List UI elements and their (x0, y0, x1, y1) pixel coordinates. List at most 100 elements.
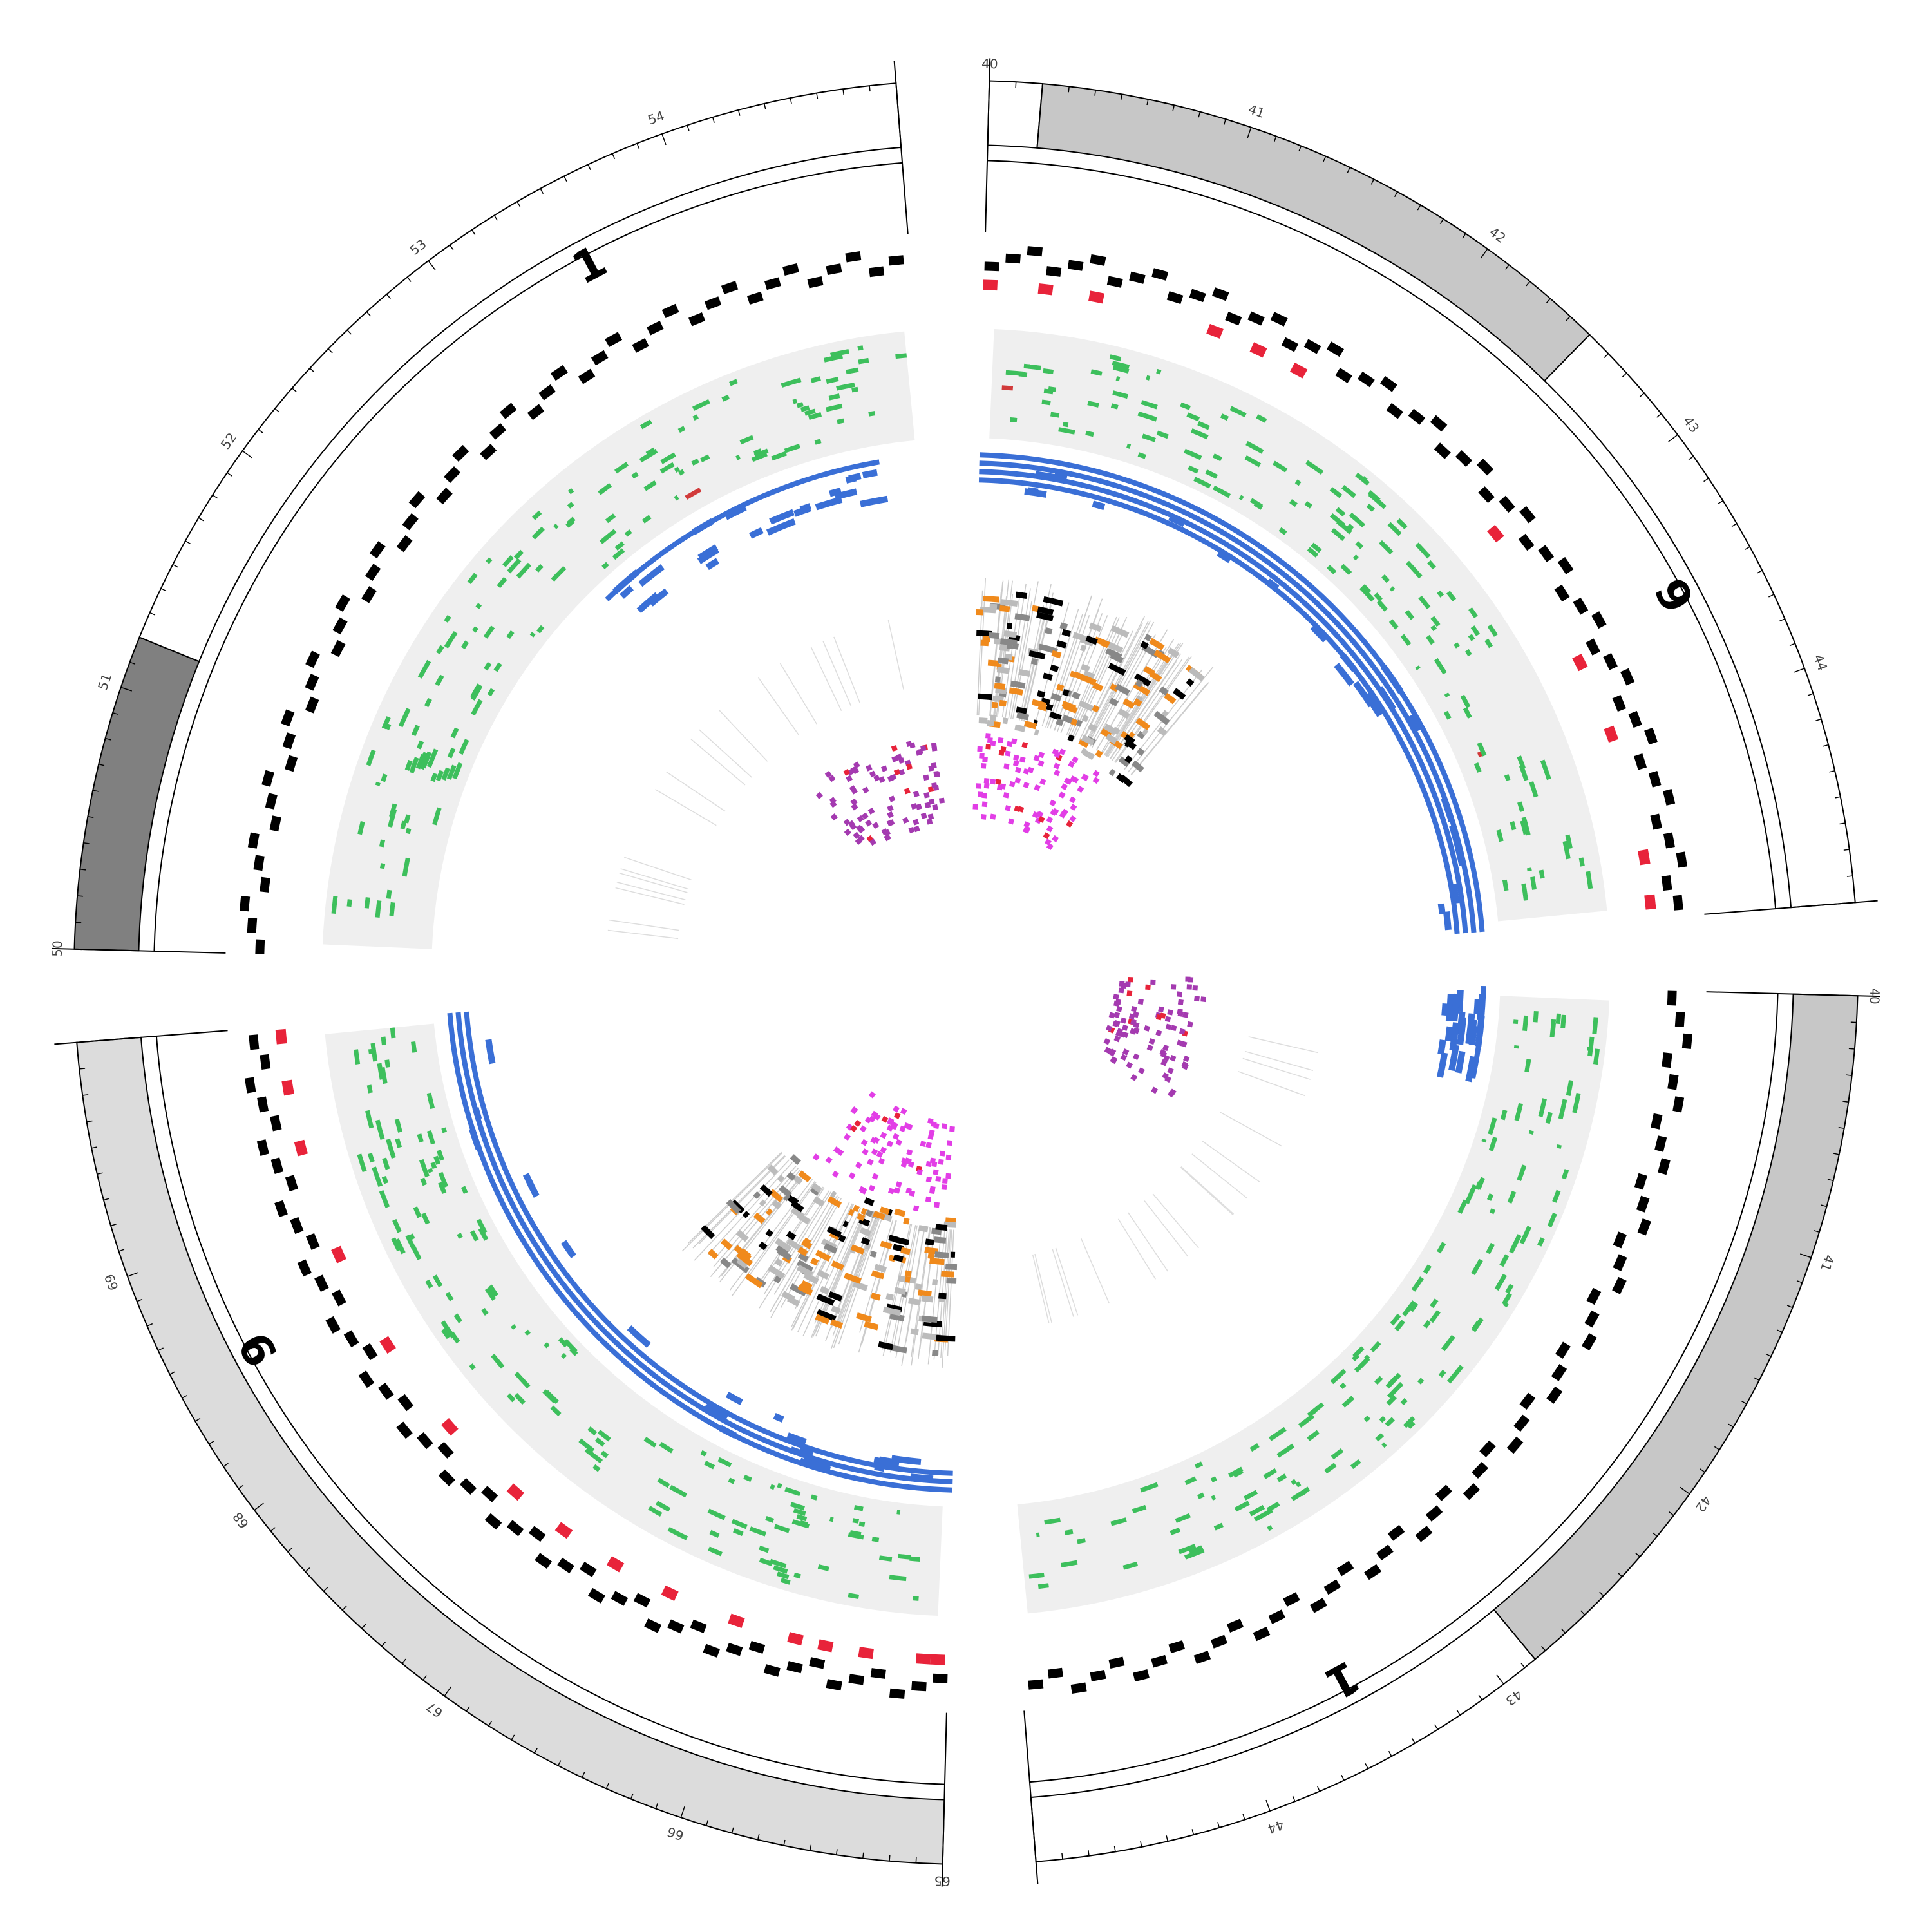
scale-tick (1146, 99, 1149, 106)
scatter-point (927, 813, 934, 820)
scatter-point (825, 1156, 833, 1164)
green-feature (1058, 427, 1075, 435)
scatter-point (887, 1188, 895, 1195)
heatmap-cell (767, 1164, 779, 1175)
density-block (247, 832, 260, 849)
green-feature (1437, 590, 1444, 598)
green-feature (420, 1177, 428, 1186)
green-feature (444, 630, 458, 649)
hotspot-marker (1088, 290, 1105, 304)
scatter-point (1037, 760, 1045, 767)
heatmap-cell (826, 1226, 842, 1238)
blue-feature (1465, 1013, 1475, 1045)
density-block (644, 1618, 662, 1633)
scatter-point (871, 1148, 878, 1156)
green-feature (1349, 512, 1366, 528)
scatter-point (898, 757, 905, 764)
heatmap-cell (1149, 638, 1165, 650)
heatmap-cell (850, 1244, 865, 1255)
scale-tick (1434, 1724, 1439, 1730)
heatmap-cell (719, 1257, 732, 1269)
scatter-point (1118, 987, 1124, 994)
green-feature (889, 1575, 907, 1582)
blue-feature (1450, 883, 1460, 904)
scatter-point (1167, 1067, 1174, 1074)
green-feature (1496, 829, 1504, 842)
scale-tick (1223, 118, 1227, 125)
green-feature (470, 683, 482, 699)
green-feature (1572, 1092, 1581, 1113)
scatter-point (1063, 777, 1071, 785)
heatmap-cell (798, 1170, 811, 1183)
green-feature (790, 1502, 806, 1511)
green-feature (1184, 1476, 1197, 1485)
green-feature (1547, 1213, 1557, 1227)
link-line (1046, 595, 1092, 728)
scale-tick (1439, 218, 1444, 225)
scatter-point (925, 1176, 932, 1183)
density-block (499, 402, 517, 419)
heatmap-cell (1124, 734, 1135, 745)
density-block (1538, 545, 1555, 562)
scatter-point (1132, 1011, 1139, 1018)
green-feature (1245, 440, 1264, 454)
scatter-point (1054, 751, 1061, 759)
blue-feature (1377, 686, 1396, 711)
green-feature (1110, 1517, 1127, 1526)
scatter-point (829, 797, 837, 804)
density-block (1555, 1341, 1571, 1359)
link-line (832, 1214, 878, 1336)
heatmap-cell (1037, 606, 1054, 616)
heatmap-cell (871, 1270, 885, 1280)
green-feature (460, 640, 469, 650)
scale-tick (1728, 1423, 1734, 1428)
green-feature (1085, 430, 1094, 437)
green-feature (1249, 1443, 1260, 1452)
density-block (632, 337, 649, 353)
density-block (690, 1619, 707, 1634)
green-feature (1471, 1258, 1483, 1276)
green-feature (1295, 1481, 1302, 1488)
density-block (1672, 895, 1683, 911)
density-block (1046, 266, 1062, 277)
scatter-point (1159, 1012, 1166, 1019)
scale-tick (757, 1833, 760, 1840)
green-feature (1501, 1292, 1512, 1306)
density-block (1168, 1640, 1186, 1654)
scale-tick (1617, 1572, 1623, 1577)
green-feature (370, 1043, 378, 1062)
heatmap-cell (918, 1225, 929, 1233)
scatter-point (1070, 804, 1077, 811)
green-feature (1405, 560, 1423, 579)
green-feature (1514, 1103, 1524, 1121)
hotspot-marker (728, 1613, 745, 1628)
green-feature (1298, 1414, 1315, 1428)
link-line (1244, 1050, 1314, 1072)
green-feature (1112, 365, 1130, 374)
density-block (1379, 375, 1397, 392)
scatter-point (828, 775, 836, 782)
scale-tick (1068, 86, 1070, 93)
green-feature (1522, 1015, 1529, 1032)
link-line (810, 647, 842, 712)
green-feature (594, 1437, 605, 1447)
heatmap-cell (857, 1213, 866, 1222)
green-feature (1256, 414, 1267, 423)
scatter-point (1008, 818, 1015, 825)
green-feature (1476, 1177, 1486, 1190)
heatmap-cell (1117, 708, 1130, 719)
density-block (1581, 1333, 1597, 1351)
heatmap-cell (1023, 720, 1037, 730)
green-feature (493, 662, 502, 672)
hotspot-marker (983, 279, 998, 291)
heatmap-cell (1186, 678, 1195, 687)
scale-tick (1718, 500, 1723, 504)
scale-tick (103, 1198, 109, 1201)
heatmap-cell (1131, 760, 1144, 773)
blue-feature (891, 1455, 922, 1466)
green-feature (743, 1474, 752, 1482)
hotspot-marker (506, 1483, 524, 1501)
green-feature (692, 414, 699, 421)
green-feature (478, 1227, 489, 1241)
scale-tick (1273, 136, 1277, 142)
